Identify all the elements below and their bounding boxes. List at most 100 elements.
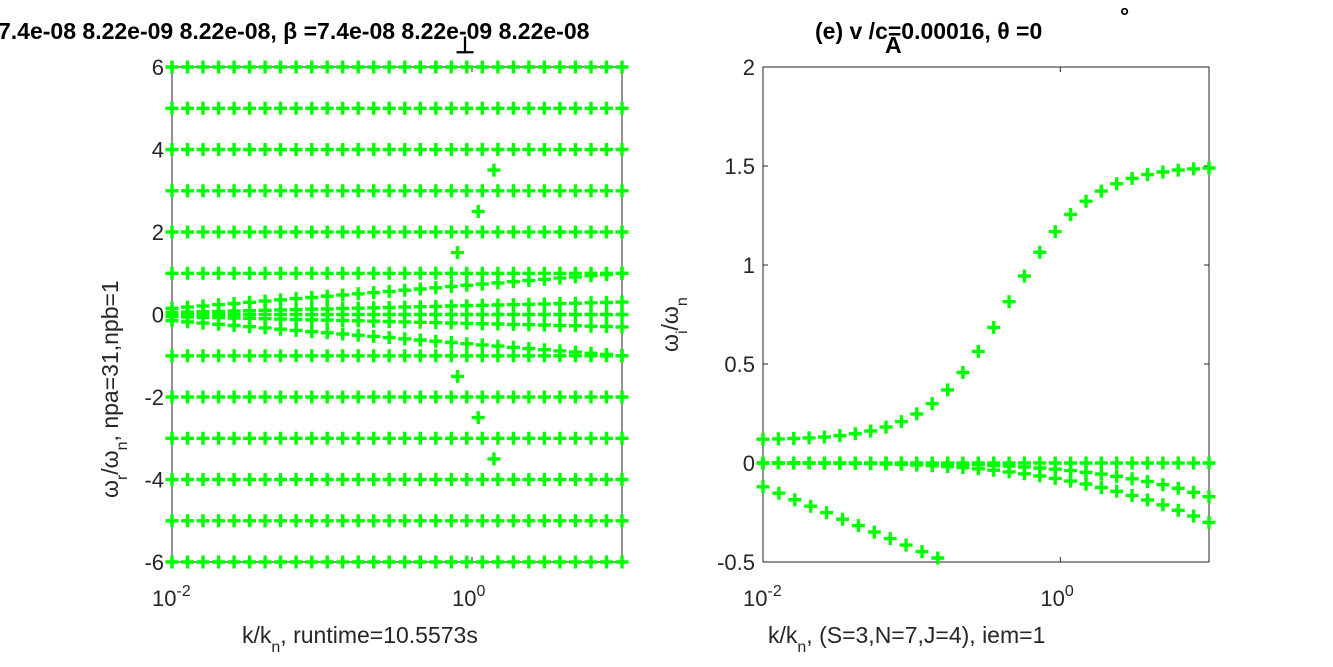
right-data-point xyxy=(1202,161,1216,175)
left-data-point xyxy=(475,298,489,312)
right-data-point xyxy=(848,427,862,441)
left-data-point xyxy=(475,473,489,486)
left-data-point xyxy=(471,411,485,425)
left-data-point xyxy=(429,390,443,404)
right-data-point xyxy=(1079,194,1093,208)
left-data-point xyxy=(305,143,319,156)
left-data-point xyxy=(584,308,598,321)
left-data-point xyxy=(196,310,210,324)
left-data-point xyxy=(289,323,303,337)
left-data-point xyxy=(196,184,210,198)
left-data-point xyxy=(398,514,412,528)
right-data-point xyxy=(971,462,985,476)
left-data-point xyxy=(181,266,194,280)
figure-title: 7.4e-08 8.22e-09 8.22e-08, β =7.4e-08 8.… xyxy=(0,18,590,44)
left-data-point xyxy=(537,297,551,311)
right-data-point xyxy=(1156,456,1170,470)
left-data-point xyxy=(475,431,489,445)
left-data-point xyxy=(491,101,505,115)
left-data-point xyxy=(382,101,396,115)
left-data-point xyxy=(181,349,194,363)
left-data-point xyxy=(243,349,257,363)
right-xlabel: k/kn, (S=3,N=7,J=4), iem=1 xyxy=(768,622,1045,656)
left-data-point xyxy=(336,101,350,115)
left-data-point xyxy=(320,313,334,327)
left-data-point xyxy=(413,514,427,528)
right-data-point xyxy=(1187,456,1201,470)
left-data-point xyxy=(212,431,226,445)
left-data-point xyxy=(165,431,179,445)
left-data-point xyxy=(289,225,303,239)
left-data-point xyxy=(429,334,443,348)
left-data-point xyxy=(568,101,582,115)
left-data-point xyxy=(165,390,179,404)
left-data-point xyxy=(522,514,536,528)
left-data-point xyxy=(475,514,489,528)
left-data-point xyxy=(568,514,582,528)
left-data-point xyxy=(471,204,485,218)
left-data-point xyxy=(165,473,179,486)
left-data-point xyxy=(398,266,412,280)
left-data-point xyxy=(460,514,474,528)
left-data-point xyxy=(274,431,288,445)
right-data-point xyxy=(818,456,831,470)
left-data-point xyxy=(398,60,412,74)
left-data-point xyxy=(227,349,241,363)
left-data-point xyxy=(491,339,505,353)
left-data-point xyxy=(336,514,350,528)
left-data-point xyxy=(615,320,629,334)
left-data-point xyxy=(506,555,520,569)
right-data-point xyxy=(1110,177,1124,191)
left-data-point xyxy=(413,390,427,404)
left-data-point xyxy=(460,473,474,486)
left-data-point xyxy=(487,452,501,466)
left-data-point xyxy=(336,225,350,239)
left-data-point xyxy=(615,473,629,486)
left-data-point xyxy=(336,327,350,341)
left-ytick-label: -4 xyxy=(144,468,164,493)
right-markers xyxy=(756,161,1216,565)
left-data-point xyxy=(584,143,598,156)
right-data-point xyxy=(788,493,802,507)
left-ticks: -6 -4 -2 0 2 4 6 10-2 100 xyxy=(144,55,622,611)
left-data-point xyxy=(367,329,381,343)
left-data-point xyxy=(305,431,319,445)
left-data-point xyxy=(320,289,334,303)
left-data-point xyxy=(444,390,458,404)
right-data-point xyxy=(956,366,970,379)
right-data-point xyxy=(1141,168,1154,182)
left-data-point xyxy=(460,184,474,198)
left-data-point xyxy=(568,431,582,445)
left-data-point xyxy=(181,310,194,324)
right-data-point xyxy=(879,420,893,434)
left-data-point xyxy=(429,555,443,569)
left-data-point xyxy=(227,266,241,280)
left-data-point xyxy=(336,184,350,198)
left-data-point xyxy=(305,514,319,528)
left-data-point xyxy=(553,514,567,528)
left-data-point xyxy=(444,184,458,198)
left-data-point xyxy=(429,101,443,115)
left-data-point xyxy=(584,225,598,239)
right-data-point xyxy=(1094,456,1108,470)
left-data-point xyxy=(522,143,536,156)
left-data-point xyxy=(522,60,536,74)
title-line: 7.4e-08 8.22e-09 8.22e-08, β =7.4e-08 8.… xyxy=(0,18,590,44)
right-data-point xyxy=(864,457,878,471)
left-data-point xyxy=(305,325,319,339)
left-data-point xyxy=(367,225,381,239)
left-data-point xyxy=(553,60,567,74)
left-data-point xyxy=(367,555,381,569)
left-data-point xyxy=(429,299,443,313)
left-data-point xyxy=(367,266,381,280)
left-data-point xyxy=(196,60,210,74)
left-data-point xyxy=(367,349,381,363)
left-data-point xyxy=(382,301,396,314)
left-data-point xyxy=(413,282,427,296)
left-data-point xyxy=(367,514,381,528)
left-data-point xyxy=(305,60,319,74)
right-data-point xyxy=(1017,269,1031,283)
left-data-point xyxy=(243,184,257,198)
left-data-point xyxy=(451,246,464,260)
left-data-point xyxy=(460,316,474,330)
